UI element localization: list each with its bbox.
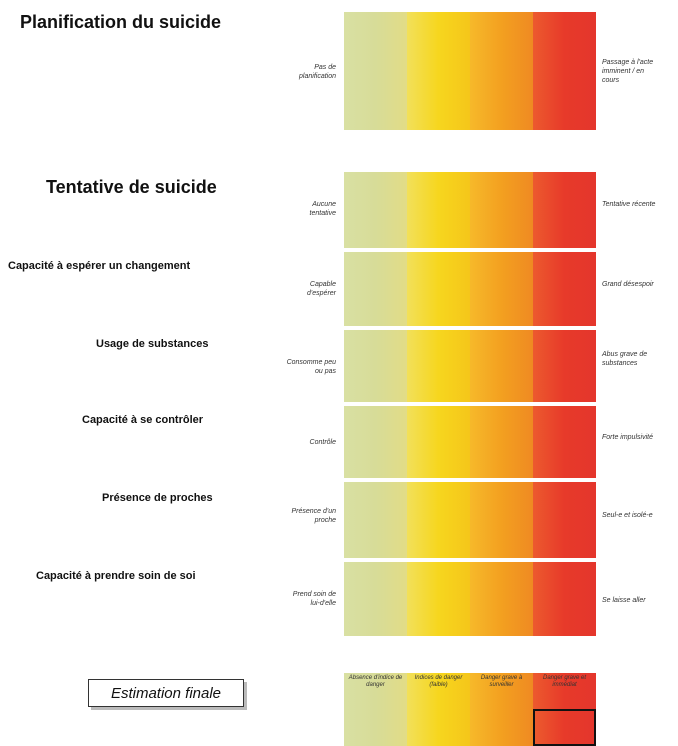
scale-segment-absence	[344, 406, 407, 478]
scale-segment-absence	[344, 252, 407, 326]
right-label-proches: Seul-e et isolé-e	[602, 512, 653, 519]
scale-band-planification	[344, 12, 596, 130]
criterion-title-substances: Usage de substances	[96, 338, 209, 350]
scale-segment-grave	[470, 482, 533, 558]
final-choice-immediat[interactable]	[533, 709, 596, 746]
left-label-substances: Consomme peu ou pas	[286, 359, 336, 375]
criterion-title-soin: Capacité à prendre soin de soi	[36, 570, 196, 582]
scale-segment-immediat	[533, 172, 596, 248]
left-label-planification: Pas de planification	[299, 64, 336, 80]
scale-segment-absence	[344, 330, 407, 402]
scale-band-tentative	[344, 172, 596, 248]
scale-segment-grave	[470, 172, 533, 248]
scale-band-substances	[344, 330, 596, 402]
final-level-immediat[interactable]: Danger grave et immédiat	[533, 673, 596, 709]
scale-segment-grave	[470, 330, 533, 402]
final-level-grave[interactable]: Danger grave à surveiller	[470, 673, 533, 709]
scale-segment-absence	[344, 482, 407, 558]
final-choice-grave[interactable]	[470, 709, 533, 746]
final-level-absence[interactable]: Absence d'indice de danger	[344, 673, 407, 709]
final-estimation-box: Estimation finale	[88, 679, 244, 707]
scale-segment-immediat	[533, 252, 596, 326]
final-choice-faible[interactable]	[407, 709, 470, 746]
scale-segment-faible	[407, 172, 470, 248]
criterion-title-controle: Capacité à se contrôler	[82, 414, 204, 426]
scale-segment-immediat	[533, 482, 596, 558]
left-label-soin: Prend soin de lui-d'elle	[292, 591, 336, 607]
scale-band-esperer	[344, 252, 596, 326]
right-label-substances: Abus grave de substances	[602, 351, 648, 367]
scale-segment-immediat	[533, 12, 596, 130]
left-label-controle: Contrôle	[309, 439, 336, 446]
criterion-title-proches: Présence de proches	[102, 492, 213, 504]
scale-segment-absence	[344, 562, 407, 636]
scale-segment-immediat	[533, 330, 596, 402]
scale-segment-faible	[407, 252, 470, 326]
left-label-tentative: Aucune tentative	[309, 201, 336, 217]
scale-segment-faible	[407, 12, 470, 130]
scale-segment-grave	[470, 562, 533, 636]
right-label-controle: Forte impulsivité	[602, 434, 653, 441]
scale-segment-absence	[344, 12, 407, 130]
scale-segment-immediat	[533, 562, 596, 636]
criterion-title-esperer: Capacité à espérer un changement	[8, 260, 191, 272]
final-choice-absence[interactable]	[344, 709, 407, 746]
scale-band-soin	[344, 562, 596, 636]
final-levels-header: Absence d'indice de danger Indices de da…	[344, 673, 596, 709]
scale-segment-grave	[470, 12, 533, 130]
scale-segment-faible	[407, 562, 470, 636]
right-label-tentative: Tentative récente	[602, 201, 656, 208]
final-estimation-title: Estimation finale	[110, 684, 222, 702]
scale-segment-immediat	[533, 406, 596, 478]
scale-band-controle	[344, 406, 596, 478]
criterion-title-tentative: Tentative de suicide	[46, 177, 217, 197]
right-label-soin: Se laisse aller	[602, 597, 646, 604]
scale-segment-grave	[470, 406, 533, 478]
scale-segment-faible	[407, 330, 470, 402]
scale-segment-faible	[407, 406, 470, 478]
criterion-title-planification: Planification du suicide	[20, 12, 222, 32]
left-label-esperer: Capable d'espérer	[307, 281, 336, 297]
scale-segment-absence	[344, 172, 407, 248]
final-level-faible[interactable]: Indices de danger (faible)	[407, 673, 470, 709]
scale-segment-grave	[470, 252, 533, 326]
right-label-planification: Passage à l'acte imminent / en cours	[602, 59, 654, 84]
scale-band-proches	[344, 482, 596, 558]
right-label-esperer: Grand désespoir	[602, 281, 654, 288]
final-estimation-row	[344, 709, 596, 746]
left-label-proches: Présence d'un proche	[291, 508, 336, 524]
scale-segment-faible	[407, 482, 470, 558]
